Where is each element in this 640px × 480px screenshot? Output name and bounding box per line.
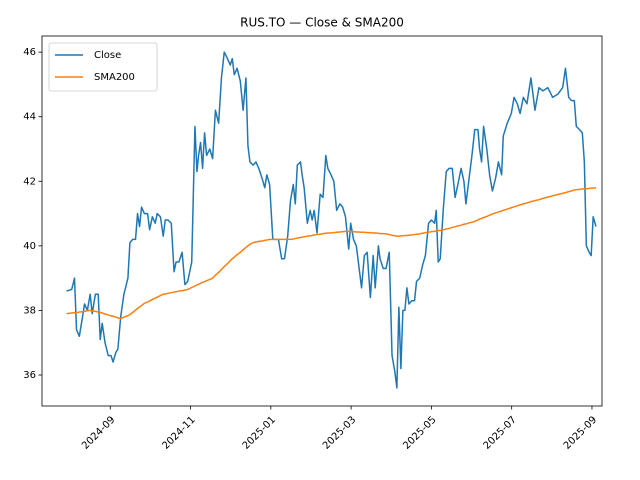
y-tick-label: 40 <box>23 241 36 252</box>
legend-text: Close <box>94 50 121 61</box>
series-line <box>66 187 597 320</box>
y-tick-label: 36 <box>23 370 36 381</box>
chart-title: RUS.TO — Close & SMA200 <box>240 16 404 30</box>
series-line <box>66 51 597 389</box>
y-tick-label: 46 <box>23 47 36 58</box>
y-tick-label: 38 <box>23 305 36 316</box>
y-tick-label: 42 <box>23 176 36 187</box>
legend-text: SMA200 <box>94 72 135 83</box>
y-tick-label: 44 <box>23 112 36 123</box>
plot-frame <box>41 35 603 407</box>
